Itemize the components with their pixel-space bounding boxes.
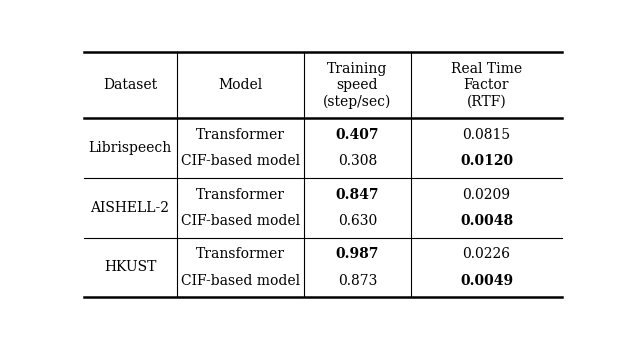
Text: HKUST: HKUST bbox=[104, 261, 156, 274]
Text: Transformer: Transformer bbox=[195, 188, 285, 202]
Text: 0.0049: 0.0049 bbox=[460, 274, 513, 288]
Text: 0.0226: 0.0226 bbox=[462, 247, 510, 261]
Text: Real Time
Factor
(RTF): Real Time Factor (RTF) bbox=[451, 62, 522, 108]
Text: 0.987: 0.987 bbox=[336, 247, 379, 261]
Text: CIF-based model: CIF-based model bbox=[181, 154, 300, 168]
Text: CIF-based model: CIF-based model bbox=[181, 214, 300, 228]
Text: 0.407: 0.407 bbox=[336, 128, 379, 142]
Text: Model: Model bbox=[218, 78, 262, 92]
Text: 0.0048: 0.0048 bbox=[460, 214, 513, 228]
Text: 0.0120: 0.0120 bbox=[460, 154, 513, 168]
Text: 0.873: 0.873 bbox=[338, 274, 377, 288]
Text: CIF-based model: CIF-based model bbox=[181, 274, 300, 288]
Text: Dataset: Dataset bbox=[103, 78, 157, 92]
Text: Transformer: Transformer bbox=[195, 128, 285, 142]
Text: Librispeech: Librispeech bbox=[88, 141, 171, 155]
Text: Transformer: Transformer bbox=[195, 247, 285, 261]
Text: 0.630: 0.630 bbox=[338, 214, 377, 228]
Text: 0.847: 0.847 bbox=[336, 188, 379, 202]
Text: 0.308: 0.308 bbox=[338, 154, 377, 168]
Text: Training
speed
(step/sec): Training speed (step/sec) bbox=[323, 62, 391, 109]
Text: 0.0815: 0.0815 bbox=[462, 128, 510, 142]
Text: 0.0209: 0.0209 bbox=[462, 188, 510, 202]
Text: AISHELL-2: AISHELL-2 bbox=[91, 201, 169, 215]
